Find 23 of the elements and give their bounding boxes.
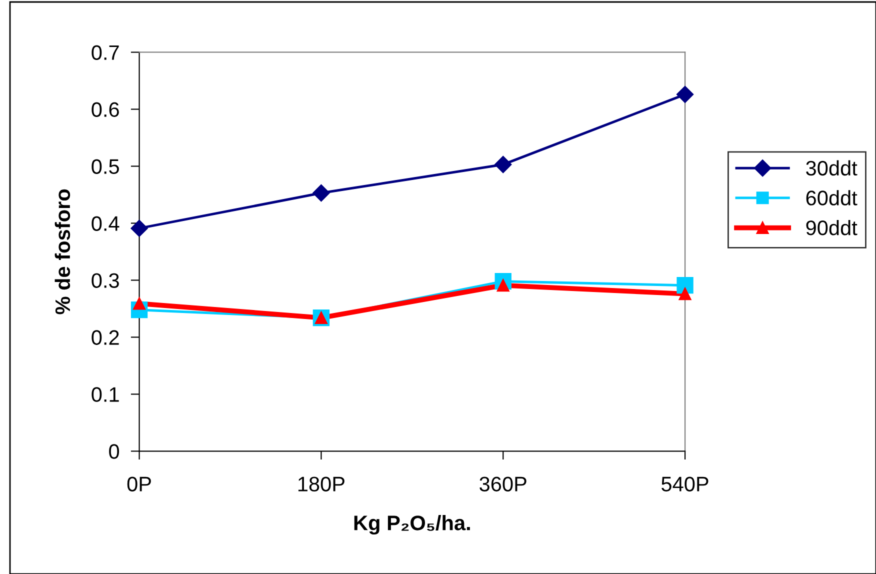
x-tick-label: 180P (298, 476, 344, 492)
legend-label: 30ddt (806, 160, 858, 176)
legend-label: 60ddt (806, 190, 858, 206)
y-axis-title: % de fosforo (54, 189, 70, 314)
point (676, 86, 694, 103)
y-tick-label: 0.3 (92, 273, 119, 288)
y-tick-label: 0.1 (92, 387, 119, 402)
point (678, 288, 692, 300)
point (130, 220, 148, 237)
y-tick-label: 0.5 (92, 159, 119, 174)
y-tick-label: 0.6 (92, 102, 119, 117)
point (676, 276, 694, 294)
legend-label: 90ddt (806, 220, 858, 236)
x-tick-label: 0P (127, 476, 151, 492)
y-tick-label: 0.4 (92, 216, 120, 231)
point (494, 156, 512, 174)
y-tick-label: 0.7 (92, 45, 119, 60)
x-tick-label: 540P (662, 476, 708, 492)
x-axis-title: Kg P₂O₅/ha. (354, 515, 470, 535)
x-tick-label: 360P (480, 476, 526, 492)
y-tick-label: 0.2 (92, 330, 119, 345)
y-tick-label: 0 (109, 444, 120, 459)
point (312, 184, 330, 202)
